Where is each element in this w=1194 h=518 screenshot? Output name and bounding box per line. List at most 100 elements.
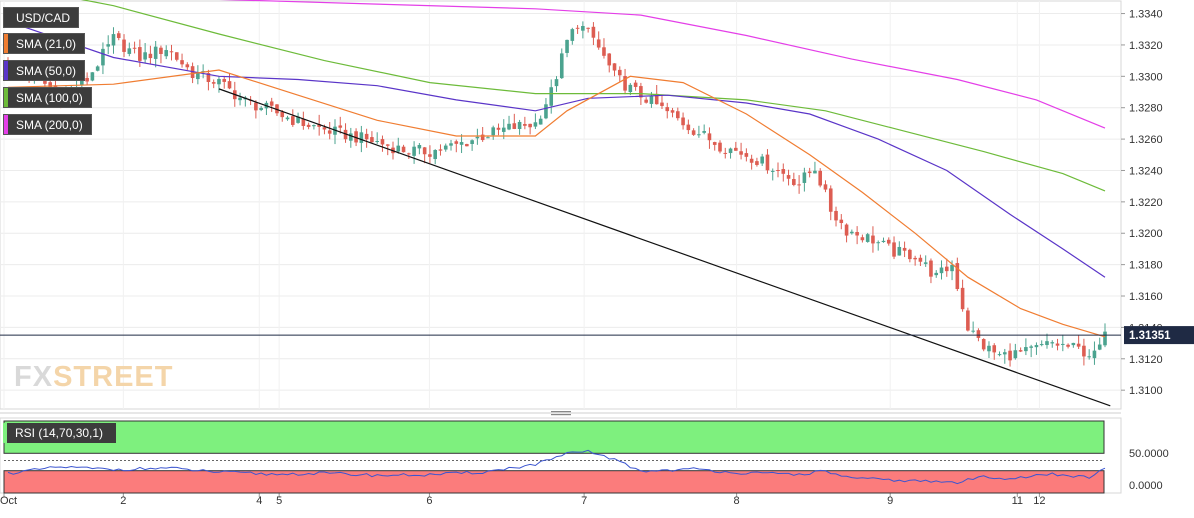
y-tick-label: 1.3160 xyxy=(1129,291,1163,303)
candle-body xyxy=(823,184,828,190)
trendline xyxy=(218,88,1111,407)
candle-body xyxy=(918,257,923,262)
x-tick-label: 11 xyxy=(1012,495,1023,507)
candle-body xyxy=(939,267,944,274)
legend-swatch xyxy=(4,88,8,107)
candle-body xyxy=(306,124,311,127)
candle-body xyxy=(670,110,675,113)
candle-body xyxy=(259,107,263,111)
legend-item[interactable]: SMA (21,0) xyxy=(3,33,86,54)
candle-body xyxy=(665,107,670,112)
candle-body xyxy=(90,72,95,81)
candle-body xyxy=(760,156,764,164)
candle-body xyxy=(749,158,754,163)
legend-item[interactable]: SMA (200,0) xyxy=(3,114,92,135)
candle-body xyxy=(254,102,258,111)
candle-body xyxy=(1092,350,1097,359)
legend-swatch xyxy=(4,8,8,27)
candle-body xyxy=(196,73,200,80)
candle-body xyxy=(533,122,538,127)
legend-item[interactable]: SMA (100,0) xyxy=(3,87,92,108)
candle-body xyxy=(1039,344,1044,346)
candle-body xyxy=(607,53,612,66)
candle-body xyxy=(354,131,358,143)
y-tick-label: 1.3200 xyxy=(1129,228,1163,240)
candle-body xyxy=(1018,350,1023,352)
candle-body xyxy=(327,130,332,134)
candle-body xyxy=(496,127,501,130)
candle-body xyxy=(818,170,823,186)
candle-body xyxy=(222,79,227,82)
candle-body xyxy=(981,339,986,350)
legend-label: SMA (50,0) xyxy=(16,64,77,78)
candle-body xyxy=(127,48,132,54)
candle-body xyxy=(596,39,601,48)
candle-body xyxy=(153,46,158,59)
candle-body xyxy=(106,44,111,47)
legend-swatch xyxy=(4,34,8,53)
candle-body xyxy=(1061,343,1065,345)
candle-body xyxy=(301,118,306,126)
candle-body xyxy=(312,125,316,127)
candle-body xyxy=(992,345,997,353)
candle-body xyxy=(122,39,126,52)
candle-body xyxy=(702,131,706,133)
candle-body xyxy=(723,152,728,154)
candle-body xyxy=(322,127,327,130)
candle-body xyxy=(470,140,474,145)
candle-body xyxy=(217,79,221,85)
candle-body xyxy=(639,86,643,98)
candle-body xyxy=(1071,342,1076,346)
candle-body xyxy=(143,52,147,60)
legend-item[interactable]: USD/CAD xyxy=(3,7,80,28)
candle-body xyxy=(744,153,749,157)
candle-body xyxy=(1034,345,1039,348)
rsi-legend-swatch xyxy=(3,423,7,443)
candle-body xyxy=(1013,350,1018,359)
candle-body xyxy=(396,145,401,152)
candle-body xyxy=(364,133,369,140)
candle-body xyxy=(185,64,190,68)
rsi-legend-label: RSI (14,70,30,1) xyxy=(15,426,103,440)
legend-swatch xyxy=(4,61,8,80)
candle-body xyxy=(1055,343,1060,346)
candle-body xyxy=(275,104,279,114)
candle-body xyxy=(770,170,775,172)
candle-body xyxy=(960,287,965,310)
candle-body xyxy=(807,171,812,174)
logo-fx: FX xyxy=(14,361,54,393)
candle-body xyxy=(944,266,949,272)
candle-body xyxy=(501,127,506,132)
candle-body xyxy=(454,141,459,144)
candle-body xyxy=(417,144,422,149)
candle-body xyxy=(923,262,928,264)
candle-body xyxy=(95,66,100,71)
candle-body xyxy=(338,125,343,128)
candle-body xyxy=(718,142,722,152)
candle-body xyxy=(871,235,875,244)
candle-body xyxy=(385,144,390,146)
candle-body xyxy=(628,84,633,93)
candle-body xyxy=(43,79,47,84)
candle-body xyxy=(976,330,981,338)
sma50-line xyxy=(7,20,1106,278)
candle-body xyxy=(834,210,838,221)
candle-body xyxy=(892,242,896,257)
candle-body xyxy=(465,144,469,147)
rsi-line xyxy=(7,449,1106,485)
candle-body xyxy=(517,121,522,129)
logo-street: STREET xyxy=(53,361,174,393)
candle-body xyxy=(238,97,242,101)
candle-body xyxy=(296,116,300,123)
candle-body xyxy=(1024,347,1028,352)
candle-body xyxy=(897,246,902,256)
candle-body xyxy=(776,169,780,171)
candle-body xyxy=(538,118,543,125)
candle-body xyxy=(486,137,490,139)
candle-body xyxy=(169,51,174,53)
legend-item[interactable]: SMA (50,0) xyxy=(3,60,86,81)
candle-body xyxy=(728,148,733,154)
candle-body xyxy=(902,247,907,251)
x-tick-label: 2 xyxy=(120,495,126,507)
